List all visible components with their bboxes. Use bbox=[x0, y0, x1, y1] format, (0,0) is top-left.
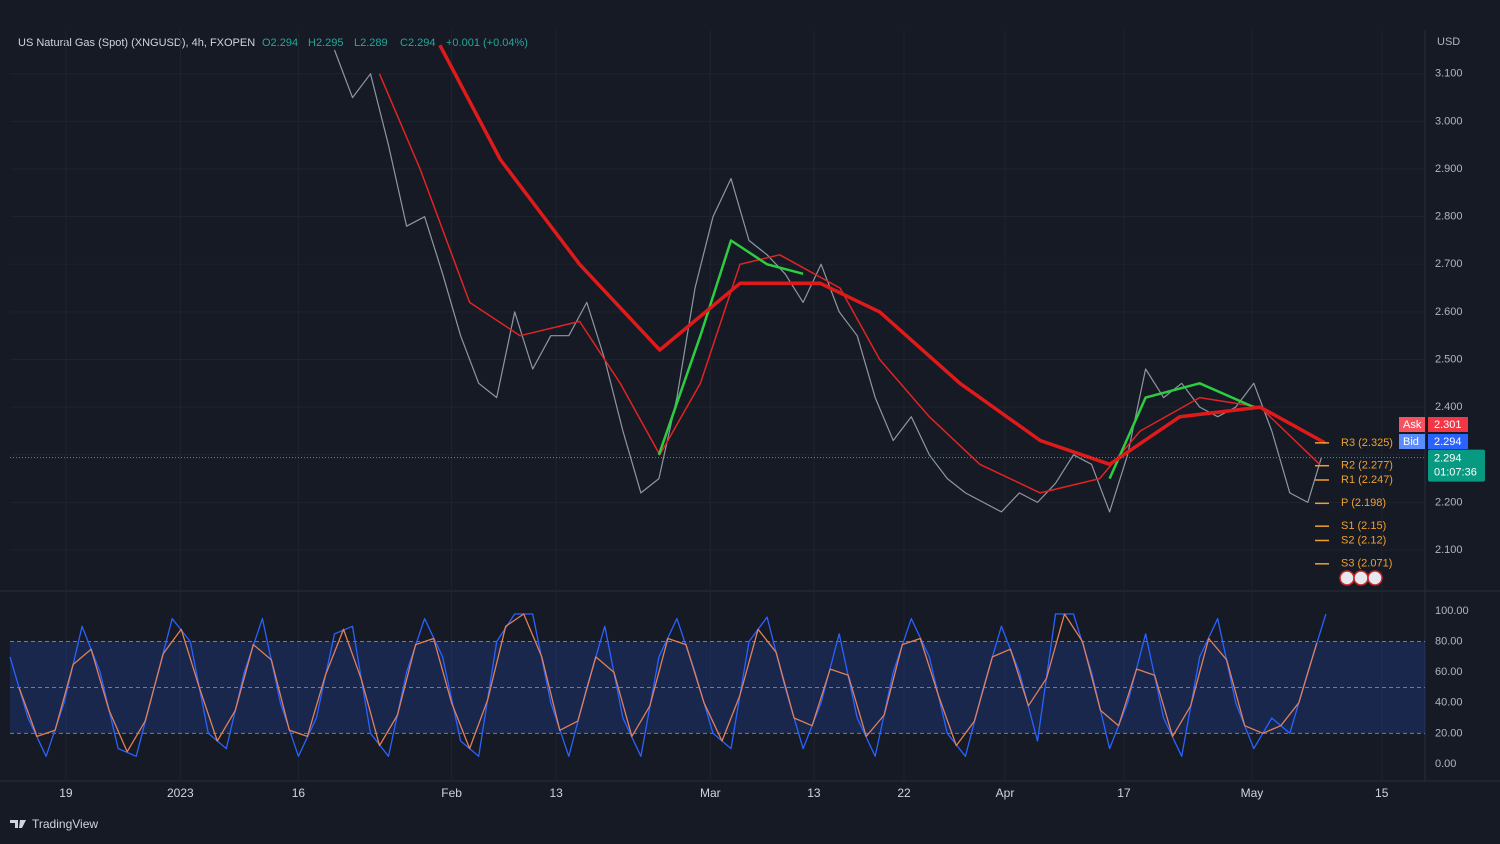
series-line bbox=[18, 613, 1318, 753]
event-flag bbox=[1339, 570, 1355, 586]
y-tick-label: 3.000 bbox=[1435, 115, 1463, 127]
series-line bbox=[378, 73, 1321, 494]
ask-price: 2.301 bbox=[1434, 419, 1462, 431]
countdown: 01:07:36 bbox=[1434, 467, 1477, 479]
pivot-label: P (2.198) bbox=[1341, 497, 1386, 509]
x-tick-label: 13 bbox=[549, 786, 563, 800]
series-line bbox=[657, 239, 804, 456]
series-line bbox=[9, 613, 1327, 757]
x-tick-label: 19 bbox=[59, 786, 73, 800]
x-tick-label: Mar bbox=[700, 786, 721, 800]
y-tick-label: 20.00 bbox=[1435, 727, 1463, 739]
x-tick-label: 15 bbox=[1375, 786, 1389, 800]
bid-tag bbox=[1399, 434, 1425, 449]
ask-box bbox=[1428, 417, 1468, 432]
pivot-label: S2 (2.12) bbox=[1341, 534, 1386, 546]
currency: USD bbox=[1437, 36, 1460, 48]
pivot-label: R1 (2.247) bbox=[1341, 474, 1393, 486]
x-tick-label: 16 bbox=[292, 786, 306, 800]
y-tick-label: 2.900 bbox=[1435, 163, 1463, 175]
brand: TradingView bbox=[32, 817, 98, 831]
x-tick-label: 13 bbox=[807, 786, 821, 800]
y-tick-label: 100.00 bbox=[1435, 605, 1469, 617]
ohlc-value: L2.289 bbox=[354, 37, 388, 49]
x-tick-label: 2023 bbox=[167, 786, 194, 800]
ask-tag bbox=[1399, 417, 1425, 432]
last-price-label: 2.294 bbox=[1434, 453, 1462, 465]
ask-label: Ask bbox=[1403, 419, 1422, 431]
y-tick-label: 2.800 bbox=[1435, 211, 1463, 223]
bid-price: 2.294 bbox=[1434, 436, 1462, 448]
x-tick-label: May bbox=[1241, 786, 1264, 800]
x-tick-label: 22 bbox=[897, 786, 911, 800]
y-tick-label: 2.600 bbox=[1435, 306, 1463, 318]
pivot-label: S3 (2.071) bbox=[1341, 558, 1392, 570]
ohlc-value: C2.294 bbox=[400, 37, 435, 49]
event-flag bbox=[1367, 570, 1383, 586]
y-tick-label: 80.00 bbox=[1435, 635, 1463, 647]
series-line bbox=[438, 44, 1326, 467]
ohlc-value: O2.294 bbox=[262, 37, 298, 49]
chart-title: US Natural Gas (Spot) (XNGUSD), 4h, FXOP… bbox=[18, 37, 255, 49]
change: +0.001 (+0.04%) bbox=[446, 37, 528, 49]
pivot-label: S1 (2.15) bbox=[1341, 520, 1386, 532]
y-tick-label: 2.200 bbox=[1435, 496, 1463, 508]
y-tick-label: 2.500 bbox=[1435, 353, 1463, 365]
y-tick-label: 3.100 bbox=[1435, 68, 1463, 80]
y-tick-label: 2.100 bbox=[1435, 544, 1463, 556]
brand-icon bbox=[10, 820, 26, 828]
x-tick-label: Apr bbox=[996, 786, 1015, 800]
x-tick-label: 17 bbox=[1117, 786, 1131, 800]
last-price-box bbox=[1428, 449, 1485, 482]
event-flag bbox=[1353, 570, 1369, 586]
x-tick-label: Feb bbox=[441, 786, 462, 800]
series-line bbox=[1108, 382, 1255, 480]
y-tick-label: 0.00 bbox=[1435, 758, 1456, 770]
ohlc-value: H2.295 bbox=[308, 37, 343, 49]
bid-box bbox=[1428, 434, 1468, 449]
y-tick-label: 40.00 bbox=[1435, 697, 1463, 709]
bid-label: Bid bbox=[1403, 436, 1419, 448]
y-tick-label: 2.400 bbox=[1435, 401, 1463, 413]
pivot-label: R2 (2.277) bbox=[1341, 460, 1393, 472]
y-tick-label: 60.00 bbox=[1435, 666, 1463, 678]
pivot-label: R3 (2.325) bbox=[1341, 437, 1393, 449]
y-tick-label: 2.700 bbox=[1435, 258, 1463, 270]
